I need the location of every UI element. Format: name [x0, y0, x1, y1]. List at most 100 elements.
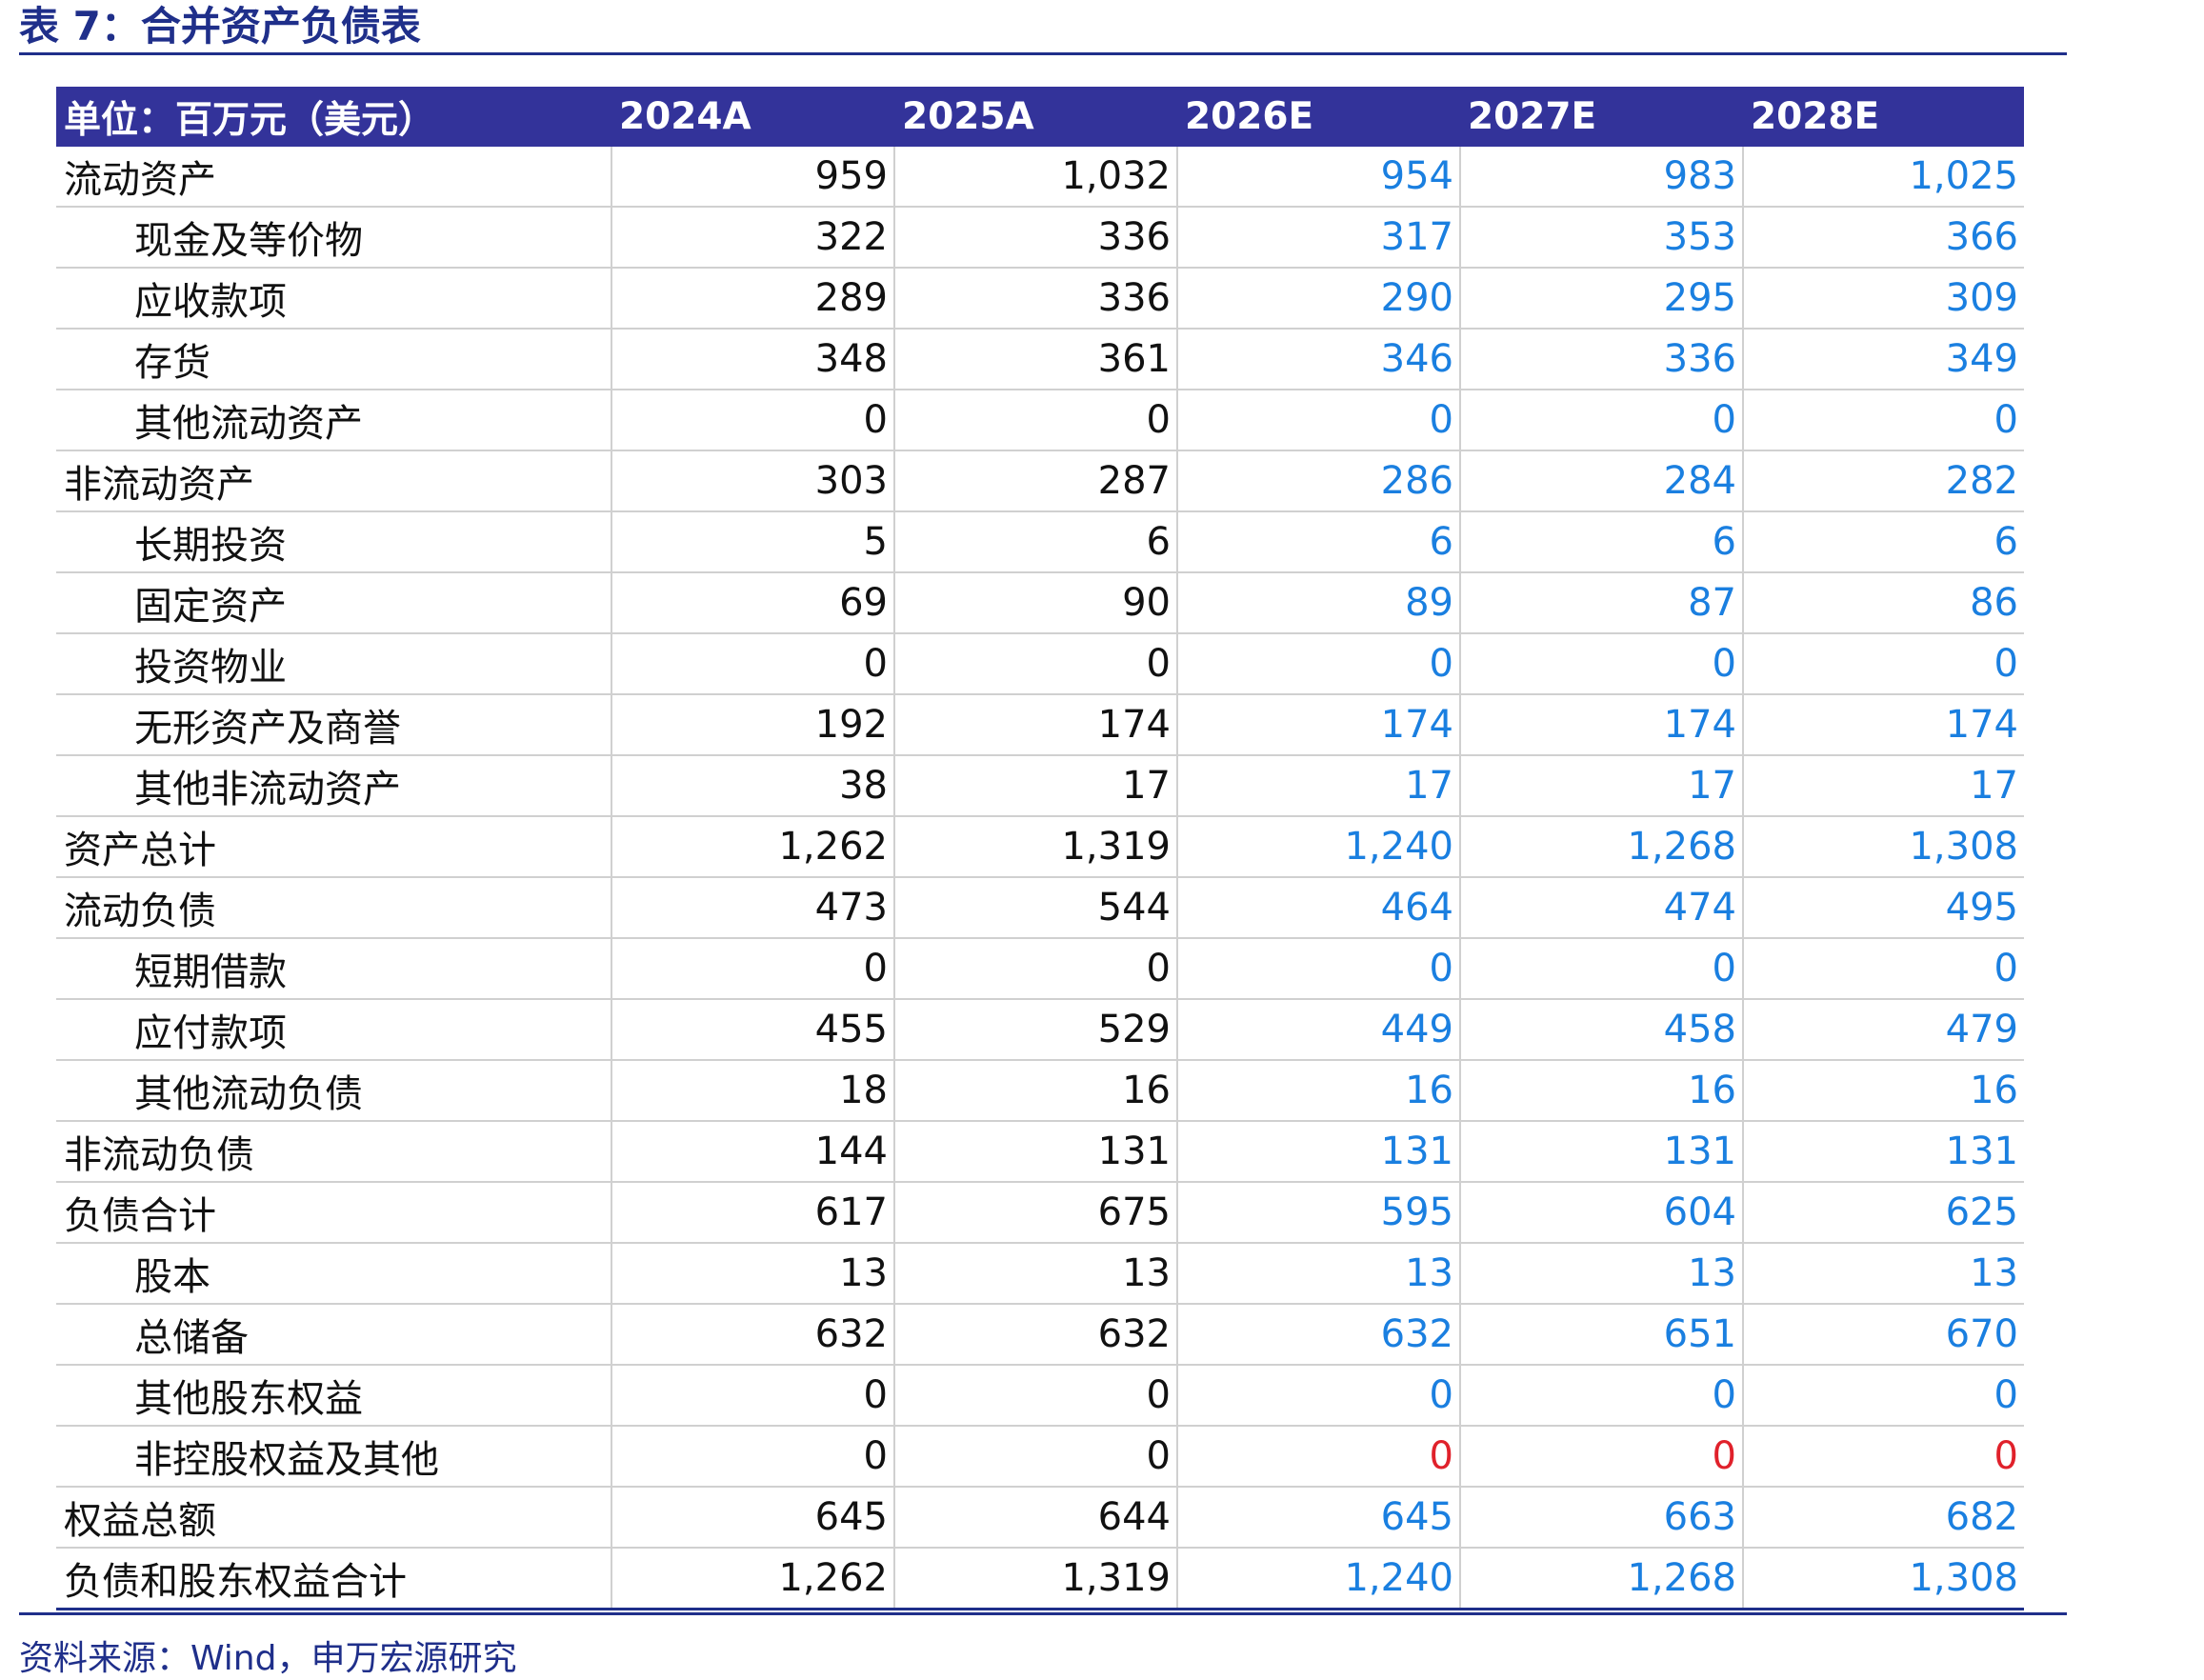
table-cell: 346	[1177, 329, 1461, 390]
table-cell: 0	[1743, 1365, 2024, 1427]
header-year: 2024A	[611, 87, 894, 147]
table-cell: 0	[611, 1365, 895, 1427]
table-title: 表 7：合并资产负债表	[19, 3, 421, 50]
table-cell: 479	[1743, 999, 2024, 1061]
table-cell: 284	[1460, 450, 1744, 512]
table-cell: 16	[1743, 1060, 2024, 1122]
table-cell: 13	[1460, 1243, 1744, 1305]
title-divider	[19, 52, 2067, 55]
table-cell: 6	[1460, 511, 1744, 573]
table-cell: 131	[1177, 1121, 1461, 1183]
table-cell: 317	[1177, 207, 1461, 269]
row-label: 无形资产及商誉	[56, 694, 612, 756]
table-cell: 0	[611, 633, 895, 695]
table-row: 其他流动负债 18 16 16 16 16	[56, 1060, 2024, 1122]
source-note: 资料来源：Wind，申万宏源研究	[19, 1639, 517, 1678]
table-cell: 954	[1177, 147, 1461, 208]
table-row: 投资物业 0 0 0 0 0	[56, 633, 2024, 695]
table-cell: 131	[1743, 1121, 2024, 1183]
table-row: 总储备 632 632 632 651 670	[56, 1304, 2024, 1366]
table-cell: 309	[1743, 268, 2024, 330]
table-cell: 0	[1177, 938, 1461, 1000]
table-cell: 1,319	[894, 816, 1178, 878]
table-cell: 90	[894, 572, 1178, 634]
table-cell: 0	[611, 1426, 895, 1488]
table-row: 其他流动资产 0 0 0 0 0	[56, 390, 2024, 451]
table-row: 现金及等价物 322 336 317 353 366	[56, 207, 2024, 269]
table-cell: 449	[1177, 999, 1461, 1061]
row-label: 非控股权益及其他	[56, 1426, 612, 1488]
table-cell: 86	[1743, 572, 2024, 634]
header-year: 2027E	[1460, 87, 1743, 147]
table-cell: 1,240	[1177, 1548, 1461, 1610]
table-cell: 348	[611, 329, 895, 390]
table-cell: 0	[1460, 633, 1744, 695]
row-label: 股本	[56, 1243, 612, 1305]
table-cell: 0	[611, 938, 895, 1000]
table-cell: 353	[1460, 207, 1744, 269]
table-cell: 289	[611, 268, 895, 330]
table-cell: 0	[1460, 1426, 1744, 1488]
table-cell: 0	[1743, 938, 2024, 1000]
table-cell: 458	[1460, 999, 1744, 1061]
header-year: 2026E	[1177, 87, 1460, 147]
table-cell: 13	[1743, 1243, 2024, 1305]
row-label: 流动资产	[56, 147, 612, 208]
table-cell: 174	[1460, 694, 1744, 756]
table-cell: 959	[611, 147, 895, 208]
row-label: 其他流动资产	[56, 390, 612, 451]
table-cell: 1,308	[1743, 816, 2024, 878]
table-cell: 336	[894, 268, 1178, 330]
table-cell: 1,268	[1460, 1548, 1744, 1610]
table-cell: 663	[1460, 1487, 1744, 1549]
table-cell: 6	[894, 511, 1178, 573]
table-cell: 174	[894, 694, 1178, 756]
table-cell: 1,025	[1743, 147, 2024, 208]
row-label: 短期借款	[56, 938, 612, 1000]
table-cell: 282	[1743, 450, 2024, 512]
table-row: 流动资产 959 1,032 954 983 1,025	[56, 147, 2024, 208]
row-label: 应收款项	[56, 268, 612, 330]
table-cell: 0	[1460, 390, 1744, 451]
table-cell: 474	[1460, 877, 1744, 939]
row-label: 其他流动负债	[56, 1060, 612, 1122]
table-cell: 17	[1460, 755, 1744, 817]
header-row: 单位：百万元（美元） 2024A 2025A 2026E 2027E 2028E	[56, 87, 2024, 147]
row-label: 总储备	[56, 1304, 612, 1366]
row-label: 其他非流动资产	[56, 755, 612, 817]
table-cell: 131	[1460, 1121, 1744, 1183]
table-row: 其他非流动资产 38 17 17 17 17	[56, 755, 2024, 817]
table-cell: 16	[1177, 1060, 1461, 1122]
table-row: 股本 13 13 13 13 13	[56, 1243, 2024, 1305]
table-cell: 286	[1177, 450, 1461, 512]
table-cell: 87	[1460, 572, 1744, 634]
table-row: 权益总额 645 644 645 663 682	[56, 1487, 2024, 1549]
table-cell: 1,308	[1743, 1548, 2024, 1610]
table-cell: 13	[894, 1243, 1178, 1305]
table-cell: 5	[611, 511, 895, 573]
table-cell: 303	[611, 450, 895, 512]
table-cell: 0	[1177, 1365, 1461, 1427]
table-cell: 290	[1177, 268, 1461, 330]
table-row: 流动负债 473 544 464 474 495	[56, 877, 2024, 939]
header-unit: 单位：百万元（美元）	[56, 87, 611, 147]
table-cell: 174	[1177, 694, 1461, 756]
table-row: 应收款项 289 336 290 295 309	[56, 268, 2024, 330]
table-cell: 682	[1743, 1487, 2024, 1549]
table-cell: 464	[1177, 877, 1461, 939]
table-cell: 1,240	[1177, 816, 1461, 878]
table-cell: 651	[1460, 1304, 1744, 1366]
table-cell: 0	[894, 633, 1178, 695]
row-label: 现金及等价物	[56, 207, 612, 269]
table-row: 资产总计 1,262 1,319 1,240 1,268 1,308	[56, 816, 2024, 878]
table-cell: 675	[894, 1182, 1178, 1244]
row-label: 负债合计	[56, 1182, 612, 1244]
table-cell: 18	[611, 1060, 895, 1122]
table-row: 存货 348 361 346 336 349	[56, 329, 2024, 390]
row-label: 长期投资	[56, 511, 612, 573]
table-cell: 544	[894, 877, 1178, 939]
table-cell: 6	[1177, 511, 1461, 573]
table-row: 固定资产 69 90 89 87 86	[56, 572, 2024, 634]
table-cell: 16	[894, 1060, 1178, 1122]
table-cell: 632	[894, 1304, 1178, 1366]
